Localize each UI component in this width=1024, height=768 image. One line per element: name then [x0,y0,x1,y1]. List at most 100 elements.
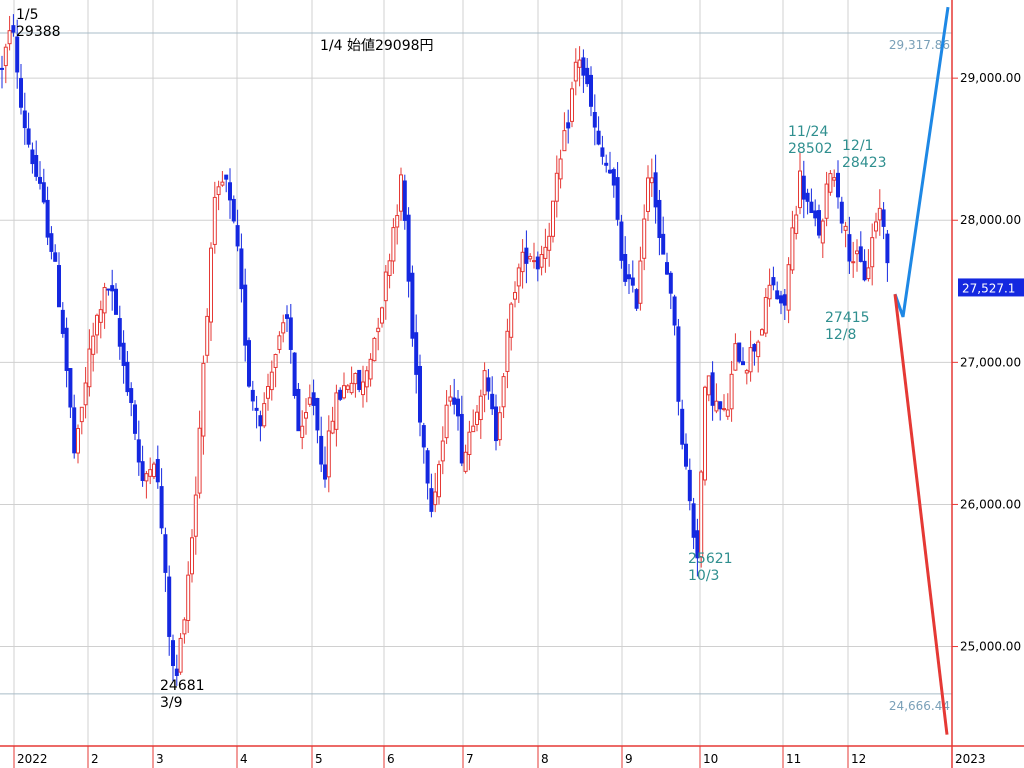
candle-body [608,169,612,174]
candle-body [399,174,403,212]
annotation-label: 1/5 [16,7,39,23]
candle-body [676,326,681,402]
candle-body [699,471,704,558]
candle-body [224,174,229,180]
candle-body [782,294,787,306]
candle-body [266,386,270,399]
candle-body [201,362,206,437]
candle-body [665,262,669,275]
candle-body [387,260,392,276]
candle-body [372,337,377,362]
candle-body [566,122,571,129]
candle-body [448,396,453,402]
candle-body [490,393,495,410]
candle-body [212,196,217,245]
candle-body [687,469,692,502]
x-tick-label: 2 [91,752,99,766]
candle-body [345,385,350,390]
annotation-label: 24681 [160,678,205,694]
candle-body [843,225,848,231]
candle-body [452,397,457,405]
candle-body [64,327,69,371]
candle-body [619,221,624,261]
candle-body [794,214,799,234]
reference-lines: 29,317.86 24,666.44 [0,32,952,713]
candle-body [703,386,707,481]
candle-body [235,225,240,247]
candle-body [239,248,244,290]
candle-body [136,439,141,463]
candle-body [247,340,251,387]
candle-body [790,227,795,271]
candle-body [520,251,525,273]
candle-body [642,218,647,259]
x-tick-label: 11 [786,752,801,766]
candle-body [304,412,308,419]
y-tick-label: 28,000.00 [960,213,1021,227]
candle-body [425,450,430,484]
candle-body [292,352,297,396]
candle-body [653,172,658,208]
candle-body [273,354,278,368]
candle-body [839,201,844,224]
candle-body [285,314,289,319]
candle-body [737,342,742,362]
candle-body [532,260,536,263]
candle-body [779,295,783,304]
candle-body [288,317,293,350]
candle-body [600,147,605,157]
candle-body [307,397,312,405]
candle-body [334,392,339,430]
candle-body [813,210,818,219]
y-tick-label: 26,000.00 [960,497,1021,511]
candle-body [315,397,320,431]
candle-body [874,221,878,232]
candle-body [11,25,16,33]
candle-body [376,327,381,333]
candle-body [190,537,194,575]
candle-body [562,130,567,152]
candle-body [748,347,753,373]
candle-body [558,158,563,180]
candle-body [53,252,58,262]
candle-body [0,67,4,70]
candle-body [494,406,498,442]
candle-body [611,169,616,186]
candle-body [410,272,415,339]
candle-body [756,341,761,358]
current-price-label: 27,527.1 [962,281,1015,295]
annotation-label: 12/1 [842,138,873,154]
x-tick-label: 12 [851,752,866,766]
candle-body [110,285,115,292]
candle-body [152,463,156,478]
candle-body [535,256,540,270]
candle-body [79,406,84,423]
candle-body [91,335,96,355]
candle-body [60,309,65,334]
annotation-value: 28502 [788,141,833,157]
candle-body [102,286,107,314]
candle-body [281,322,286,334]
candle-body [368,358,373,380]
candle-body [323,464,327,480]
x-tick-label: 6 [387,752,395,766]
candle-body [524,247,529,264]
candle-body [174,668,179,676]
candle-body [41,182,46,203]
candle-body [231,198,236,222]
candle-body [885,233,890,264]
candle-body [763,296,768,334]
y-tick-label: 27,000.00 [960,355,1021,369]
candle-body [98,309,103,323]
candle-body [497,412,502,441]
candle-body [197,427,202,494]
candle-body [623,254,628,282]
candle-body [406,214,411,282]
candle-body [516,267,521,287]
reference-line-label: 29,317.86 [889,38,950,52]
candle-body [805,192,810,202]
candle-body [414,332,419,375]
candle-body [440,440,445,462]
